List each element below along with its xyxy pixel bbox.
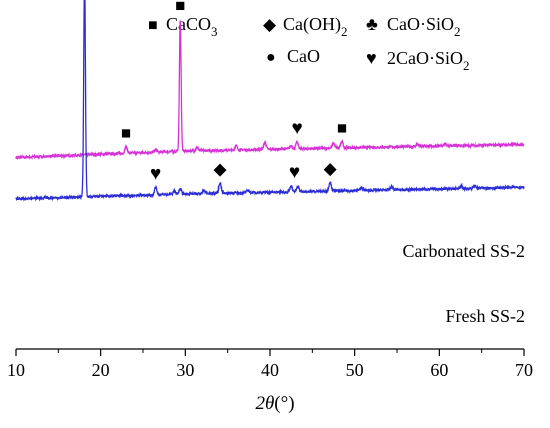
x-axis-title: 2θ(°)	[255, 393, 294, 414]
svg-text:2CaO·SiO2: 2CaO·SiO2	[387, 48, 470, 73]
series-line-fresh	[15, 0, 525, 202]
peak-marker-diamond: ◆	[324, 159, 338, 178]
marker-layer: ■ ■ ♥ ■ ◆ ♥ ◆ ♥ ◆	[121, 0, 347, 184]
x-tick-label: 40	[261, 360, 279, 380]
series-line-carbonated	[15, 20, 525, 161]
legend-symbol-circle: ●	[266, 49, 276, 66]
legend-label: Ca(OH)	[283, 14, 341, 35]
legend-entry-caoh2: ◆ Ca(OH)2	[263, 14, 347, 39]
legend-subscript: 3	[211, 24, 218, 39]
legend-label: 2CaO·SiO	[387, 48, 463, 68]
legend: ■ CaCO3 ◆ Ca(OH)2 ● CaO ♣ CaO·SiO2 ♥ 2Ca…	[148, 14, 470, 73]
legend-label: CaO·SiO	[387, 14, 454, 34]
legend-label: CaCO	[166, 14, 211, 34]
svg-text:CaO·SiO2: CaO·SiO2	[387, 14, 461, 39]
series-layer	[15, 0, 525, 202]
peak-marker-heart: ♥	[291, 118, 302, 139]
x-axis-unit: (°)	[274, 393, 294, 414]
svg-text:CaCO3: CaCO3	[166, 14, 218, 39]
legend-symbol-square: ■	[148, 17, 158, 34]
peak-marker-square: ■	[175, 0, 185, 15]
legend-entry-2caosio2: ♥ 2CaO·SiO2	[366, 48, 470, 73]
legend-subscript: 2	[454, 24, 461, 39]
x-tick-label: 60	[430, 360, 448, 380]
legend-symbol-heart: ♥	[366, 48, 377, 68]
legend-label: CaO	[287, 46, 320, 66]
legend-symbol-diamond: ◆	[263, 15, 277, 34]
x-tick-label: 30	[176, 360, 194, 380]
x-axis-var: 2θ	[255, 393, 274, 414]
x-tick-label: 70	[515, 360, 533, 380]
legend-subscript: 2	[341, 24, 348, 39]
x-tick-label: 50	[346, 360, 364, 380]
legend-entry-caosio2: ♣ CaO·SiO2	[366, 14, 461, 39]
peak-marker-square: ■	[337, 118, 347, 137]
series-label-carbonated: Carbonated SS-2	[403, 241, 525, 261]
series-label-fresh: Fresh SS-2	[445, 306, 525, 326]
peak-marker-square: ■	[121, 124, 131, 143]
legend-subscript: 2	[463, 58, 470, 73]
legend-entry-caco3: ■ CaCO3	[148, 14, 218, 39]
legend-symbol-club: ♣	[366, 14, 378, 34]
svg-text:Ca(OH)2: Ca(OH)2	[283, 14, 347, 39]
peak-marker-heart: ♥	[289, 162, 300, 183]
x-axis-ticks: 10 20 30 40 50 60 70	[7, 349, 533, 380]
peak-marker-diamond: ◆	[214, 159, 228, 178]
legend-entry-cao: ● CaO	[266, 46, 320, 66]
x-tick-label: 10	[7, 360, 25, 380]
peak-marker-heart: ♥	[150, 163, 161, 184]
x-tick-label: 20	[92, 360, 110, 380]
